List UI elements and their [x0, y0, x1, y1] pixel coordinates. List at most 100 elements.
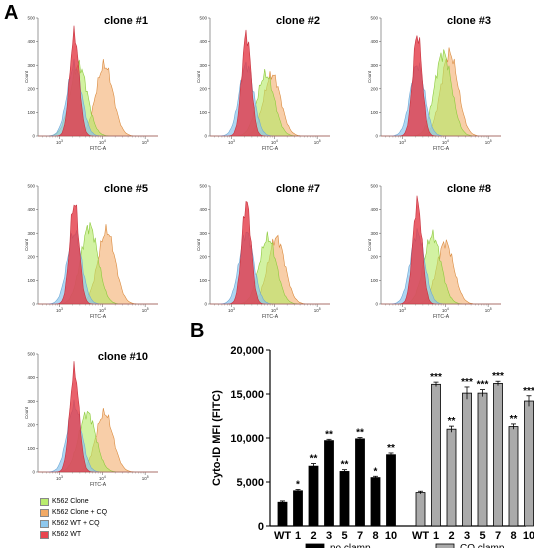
- y-tick-label: 0: [375, 134, 378, 139]
- x-tick-exponent: 3: [233, 307, 235, 311]
- histogram-svg: 0 100 200 300 400 500 103 104 105 Count FITC-A clon…: [367, 183, 501, 320]
- bar: [355, 438, 365, 527]
- y-axis-label: Count: [24, 70, 29, 83]
- y-tick-label: 500: [27, 184, 35, 189]
- panel-b-label: B: [190, 320, 205, 342]
- y-tick-label: 100: [199, 110, 207, 115]
- y-tick-label: 200: [199, 254, 207, 259]
- y-axis-label: Count: [24, 406, 29, 419]
- histogram-panel: 0 100 200 300 400 500 103 104 105 Count FITC-A clon…: [196, 8, 336, 153]
- histogram-curve: [210, 231, 330, 305]
- y-tick-label: 500: [199, 16, 207, 21]
- histogram-panel: 0 100 200 300 400 500 103 104 105 Count FITC-A clon…: [24, 344, 164, 489]
- y-tick-label: 300: [27, 231, 35, 236]
- histogram-curve: [381, 229, 501, 305]
- category-label: WT: [274, 530, 291, 542]
- significance-label: **: [510, 414, 518, 425]
- y-tick-label: 400: [199, 39, 207, 44]
- y-tick-label: 400: [370, 39, 378, 44]
- x-axis-label: FITC-A: [262, 146, 279, 152]
- y-tick-label: 300: [370, 63, 378, 68]
- x-tick-exponent: 4: [104, 139, 106, 143]
- histogram-panel: 0 100 200 300 400 500 103 104 105 Count FITC-A clon…: [367, 8, 507, 153]
- x-tick-exponent: 5: [147, 139, 149, 143]
- bar: [386, 454, 396, 527]
- x-tick-label: 105: [142, 475, 149, 481]
- x-tick-label: 103: [399, 307, 406, 313]
- histogram-curve: [381, 49, 501, 137]
- histogram-curve: [38, 204, 158, 305]
- x-tick-exponent: 4: [104, 307, 106, 311]
- y-tick-label: 20,000: [230, 345, 264, 357]
- histogram-panel: 0 100 200 300 400 500 103 104 105 Count FITC-A clon…: [367, 176, 507, 321]
- legend-item: K562 Clone: [40, 496, 107, 507]
- y-tick-label: 200: [27, 254, 35, 259]
- y-tick-label: 500: [370, 16, 378, 21]
- category-label: 1: [433, 530, 439, 542]
- histogram-svg: 0 100 200 300 400 500 103 104 105 Count FITC-A clon…: [24, 183, 158, 320]
- bar: [293, 490, 303, 527]
- x-tick-exponent: 3: [233, 139, 235, 143]
- histogram-curve: [210, 68, 330, 137]
- histogram-curve: [38, 25, 158, 137]
- x-tick-label: 104: [271, 307, 278, 313]
- y-tick-label: 0: [32, 302, 35, 307]
- x-tick-exponent: 5: [490, 307, 492, 311]
- y-axis-label: Count: [196, 238, 201, 251]
- legend-label: K562 Clone: [52, 498, 89, 505]
- x-tick-label: 105: [314, 139, 321, 145]
- significance-label: **: [310, 454, 318, 465]
- histogram-curve: [381, 195, 501, 305]
- significance-label: ***: [430, 372, 442, 383]
- legend-item: K562 WT + CQ: [40, 518, 107, 529]
- legend-swatch: [40, 519, 49, 528]
- legend-swatch: [435, 543, 455, 548]
- histogram-title: clone #7: [276, 183, 320, 195]
- bar: [431, 383, 441, 527]
- histogram-curve: [38, 361, 158, 473]
- x-tick-label: 103: [56, 139, 63, 145]
- category-label: WT: [412, 530, 429, 542]
- y-axis-label: Count: [24, 238, 29, 251]
- histogram-panel: 0 100 200 300 400 500 103 104 105 Count FITC-A clon…: [24, 8, 164, 153]
- y-axis-label: Count: [196, 70, 201, 83]
- x-tick-label: 104: [99, 139, 106, 145]
- category-label: 7: [357, 530, 363, 542]
- bar: [308, 465, 319, 527]
- y-tick-label: 5,000: [236, 477, 264, 489]
- x-tick-exponent: 3: [404, 139, 406, 143]
- y-tick-label: 0: [375, 302, 378, 307]
- category-label: 2: [448, 530, 454, 542]
- significance-label: **: [325, 429, 333, 440]
- x-tick-exponent: 3: [404, 307, 406, 311]
- significance-label: **: [341, 460, 349, 471]
- y-tick-label: 0: [32, 470, 35, 475]
- y-tick-label: 400: [27, 39, 35, 44]
- y-tick-label: 100: [370, 278, 378, 283]
- bar: [446, 428, 457, 527]
- y-tick-label: 100: [27, 110, 35, 115]
- histogram-curve: [210, 29, 330, 137]
- y-tick-label: 0: [204, 134, 207, 139]
- histogram-curve: [38, 59, 158, 137]
- y-tick-label: 500: [199, 184, 207, 189]
- category-label: 10: [523, 530, 534, 542]
- histogram-curve: [38, 222, 158, 305]
- category-label: 5: [479, 530, 485, 542]
- histogram-curve: [381, 35, 501, 137]
- histogram-svg: 0 100 200 300 400 500 103 104 105 Count FITC-A clon…: [24, 15, 158, 152]
- x-axis-label: FITC-A: [433, 314, 450, 320]
- significance-label: **: [356, 428, 364, 439]
- x-tick-exponent: 5: [319, 307, 321, 311]
- category-label: 3: [326, 530, 332, 542]
- legend-swatch: [40, 508, 49, 517]
- y-tick-label: 100: [199, 278, 207, 283]
- y-tick-label: 0: [204, 302, 207, 307]
- bar: [370, 477, 381, 527]
- y-tick-label: 500: [27, 16, 35, 21]
- histogram-title: clone #2: [276, 15, 320, 27]
- x-axis-label: FITC-A: [90, 146, 107, 152]
- bar: [339, 471, 350, 527]
- category-label: 2: [310, 530, 316, 542]
- x-tick-exponent: 4: [104, 475, 106, 479]
